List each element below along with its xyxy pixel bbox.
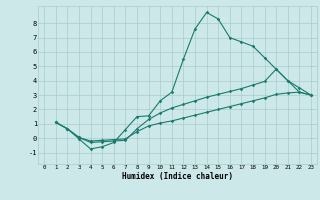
X-axis label: Humidex (Indice chaleur): Humidex (Indice chaleur): [122, 172, 233, 181]
